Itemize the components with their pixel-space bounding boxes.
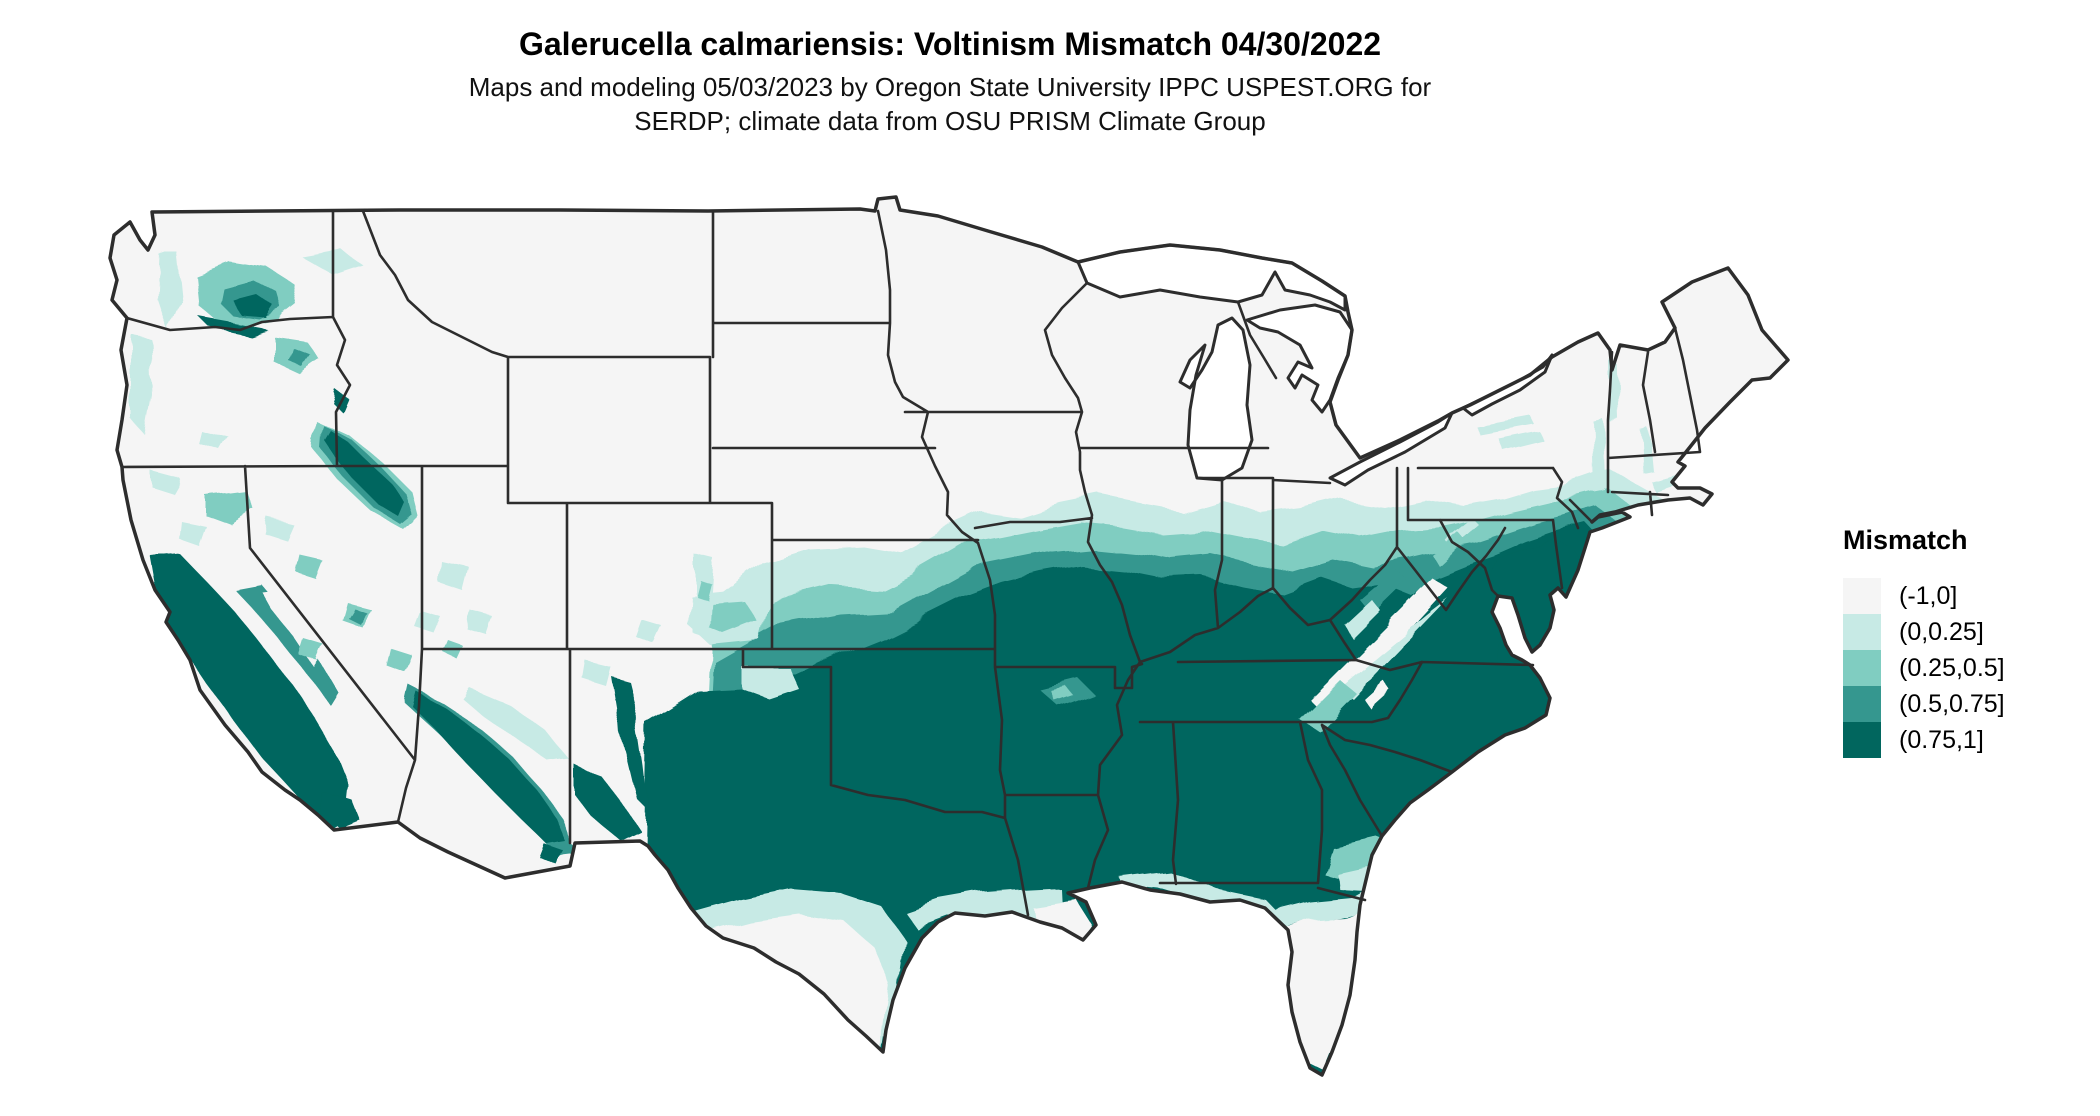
legend-item: (0.5,0.75] xyxy=(1843,686,2083,722)
legend-item: (-1,0] xyxy=(1843,578,2083,614)
legend-swatch-0-025 xyxy=(1843,614,1881,650)
page-subtitle: Maps and modeling 05/03/2023 by Oregon S… xyxy=(0,70,1900,138)
legend-swatch-025-05 xyxy=(1843,650,1881,686)
legend-swatch-075-1 xyxy=(1843,722,1881,758)
us-outline xyxy=(108,195,1790,1077)
legend-swatch-05-075 xyxy=(1843,686,1881,722)
legend-label: (0.25,0.5] xyxy=(1899,653,2005,682)
legend-label: (0.75,1] xyxy=(1899,725,1984,754)
legend-label: (0.5,0.75] xyxy=(1899,689,2005,718)
legend-item: (0,0.25] xyxy=(1843,614,2083,650)
legend-item: (0.75,1] xyxy=(1843,722,2083,758)
subtitle-line-1: Maps and modeling 05/03/2023 by Oregon S… xyxy=(468,72,1432,102)
state-borders xyxy=(120,209,1702,917)
page-title: Galerucella calmariensis: Voltinism Mism… xyxy=(518,26,1382,62)
legend-item: (0.25,0.5] xyxy=(1843,650,2083,686)
legend-swatch-neg1-0 xyxy=(1843,578,1881,614)
lake-huron xyxy=(1245,303,1354,414)
subtitle-line-2: SERDP; climate data from OSU PRISM Clima… xyxy=(634,106,1266,136)
lake-michigan xyxy=(1178,316,1254,482)
legend: Mismatch (-1,0] (0,0.25] (0.25,0.5] (0.5… xyxy=(1843,525,2083,758)
legend-title: Mismatch xyxy=(1843,525,1968,555)
legend-label: (-1,0] xyxy=(1899,581,1958,610)
legend-label: (0,0.25] xyxy=(1899,617,1984,646)
